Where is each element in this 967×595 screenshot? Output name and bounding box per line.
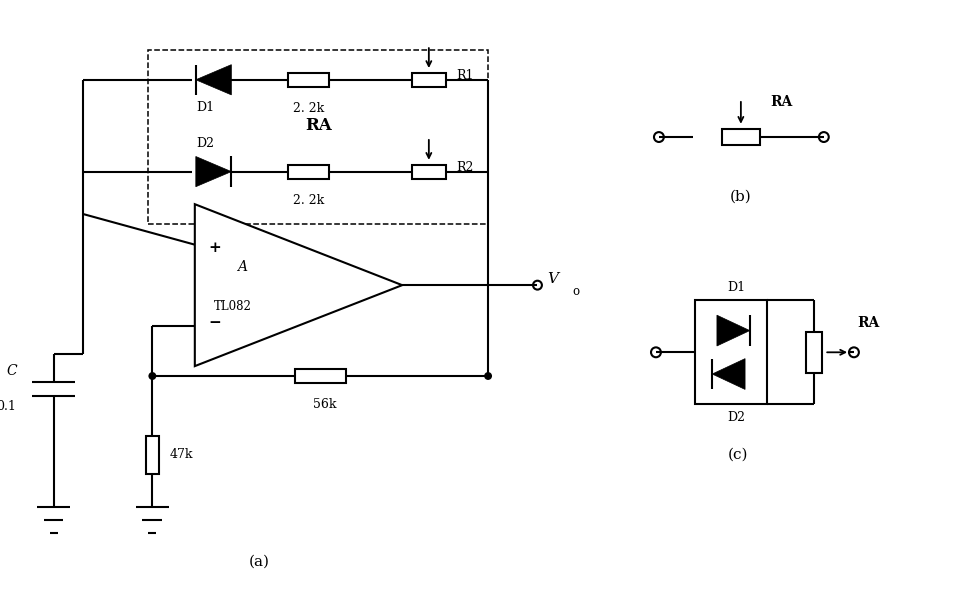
Polygon shape bbox=[713, 359, 745, 389]
Text: RA: RA bbox=[305, 117, 332, 134]
Polygon shape bbox=[194, 204, 402, 366]
Bar bbox=[295, 369, 346, 383]
Text: C: C bbox=[7, 364, 17, 378]
Text: R2: R2 bbox=[456, 161, 474, 174]
Text: D1: D1 bbox=[196, 102, 215, 114]
Bar bbox=[148, 50, 488, 224]
Text: 2. 2k: 2. 2k bbox=[293, 102, 324, 115]
Text: 47k: 47k bbox=[169, 449, 192, 462]
Text: A: A bbox=[237, 261, 248, 274]
Text: 0.1: 0.1 bbox=[0, 400, 16, 413]
Text: RA: RA bbox=[771, 95, 793, 109]
Bar bbox=[722, 129, 760, 145]
Text: 2. 2k: 2. 2k bbox=[293, 195, 324, 207]
Text: 56k: 56k bbox=[313, 397, 337, 411]
Text: V: V bbox=[547, 273, 558, 286]
Circle shape bbox=[533, 281, 542, 290]
Circle shape bbox=[654, 132, 664, 142]
Bar bbox=[287, 73, 329, 87]
Circle shape bbox=[484, 372, 492, 380]
Bar bbox=[412, 73, 446, 87]
Circle shape bbox=[651, 347, 660, 357]
Polygon shape bbox=[717, 315, 749, 346]
Text: o: o bbox=[572, 284, 579, 298]
Text: +: + bbox=[209, 240, 221, 255]
Bar bbox=[287, 165, 329, 178]
Text: D1: D1 bbox=[727, 281, 745, 293]
Circle shape bbox=[819, 132, 829, 142]
Text: (a): (a) bbox=[249, 555, 270, 569]
Bar bbox=[695, 300, 767, 404]
Polygon shape bbox=[195, 156, 231, 187]
Text: −: − bbox=[209, 316, 221, 330]
Text: R1: R1 bbox=[456, 70, 474, 82]
Polygon shape bbox=[195, 65, 231, 95]
Text: (b): (b) bbox=[730, 189, 751, 203]
Bar bbox=[806, 331, 822, 373]
Text: TL082: TL082 bbox=[214, 300, 251, 314]
Text: D2: D2 bbox=[196, 137, 215, 150]
Text: (c): (c) bbox=[727, 448, 748, 462]
Circle shape bbox=[849, 347, 859, 357]
Text: RA: RA bbox=[857, 316, 879, 330]
Circle shape bbox=[148, 372, 157, 380]
Text: D2: D2 bbox=[727, 411, 745, 424]
Bar bbox=[146, 436, 159, 474]
Bar bbox=[412, 165, 446, 178]
